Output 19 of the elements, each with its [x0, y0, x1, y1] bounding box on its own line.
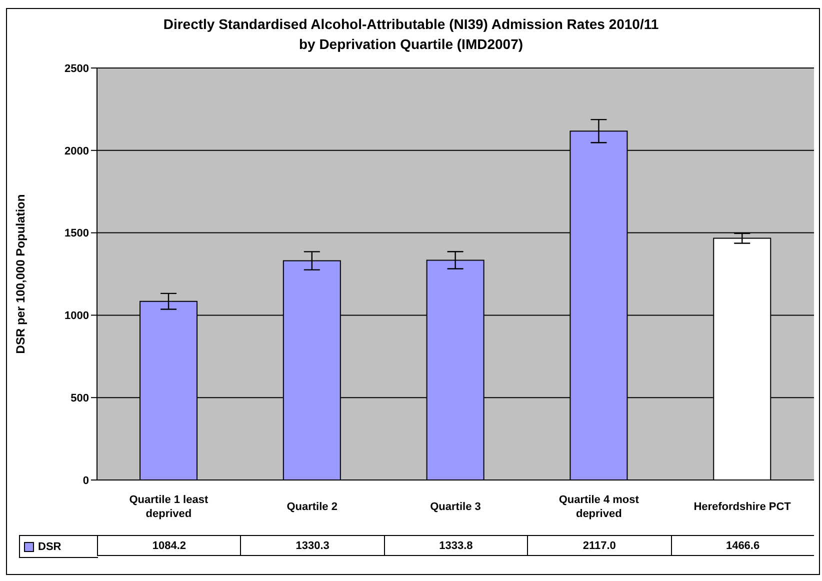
x-tick-label: Quartile 4 most deprived	[558, 494, 640, 520]
y-tick-label: 1500	[64, 228, 89, 240]
data-label: 1466.6	[670, 535, 814, 556]
data-label: 2117.0	[527, 535, 671, 556]
data-label: 1333.8	[384, 535, 528, 556]
y-tick-label: 2500	[64, 62, 89, 75]
x-tick-label: Quartile 1 least deprived	[129, 494, 208, 520]
y-tick-label: 0	[82, 474, 89, 487]
x-tick-label: Quartile 2	[286, 501, 338, 513]
data-label: 1084.2	[97, 535, 240, 556]
y-tick-label: 2000	[64, 145, 89, 158]
x-tick-label: Quartile 3	[430, 501, 481, 513]
y-tick-label: 1000	[64, 310, 89, 322]
chart-title: Directly Standardised Alcohol-Attributable (NI39) Admission Rates 2010/11 by Deprivation Quartile (IMD2007)	[162, 15, 660, 54]
y-tick-label: 500	[70, 392, 89, 405]
x-tick-label: Herefordshire PCT	[694, 501, 792, 513]
data-label: 1330.3	[240, 535, 384, 556]
y-axis-title: DSR per 100,000 Population	[13, 194, 28, 354]
legend-label: DSR	[19, 535, 98, 558]
